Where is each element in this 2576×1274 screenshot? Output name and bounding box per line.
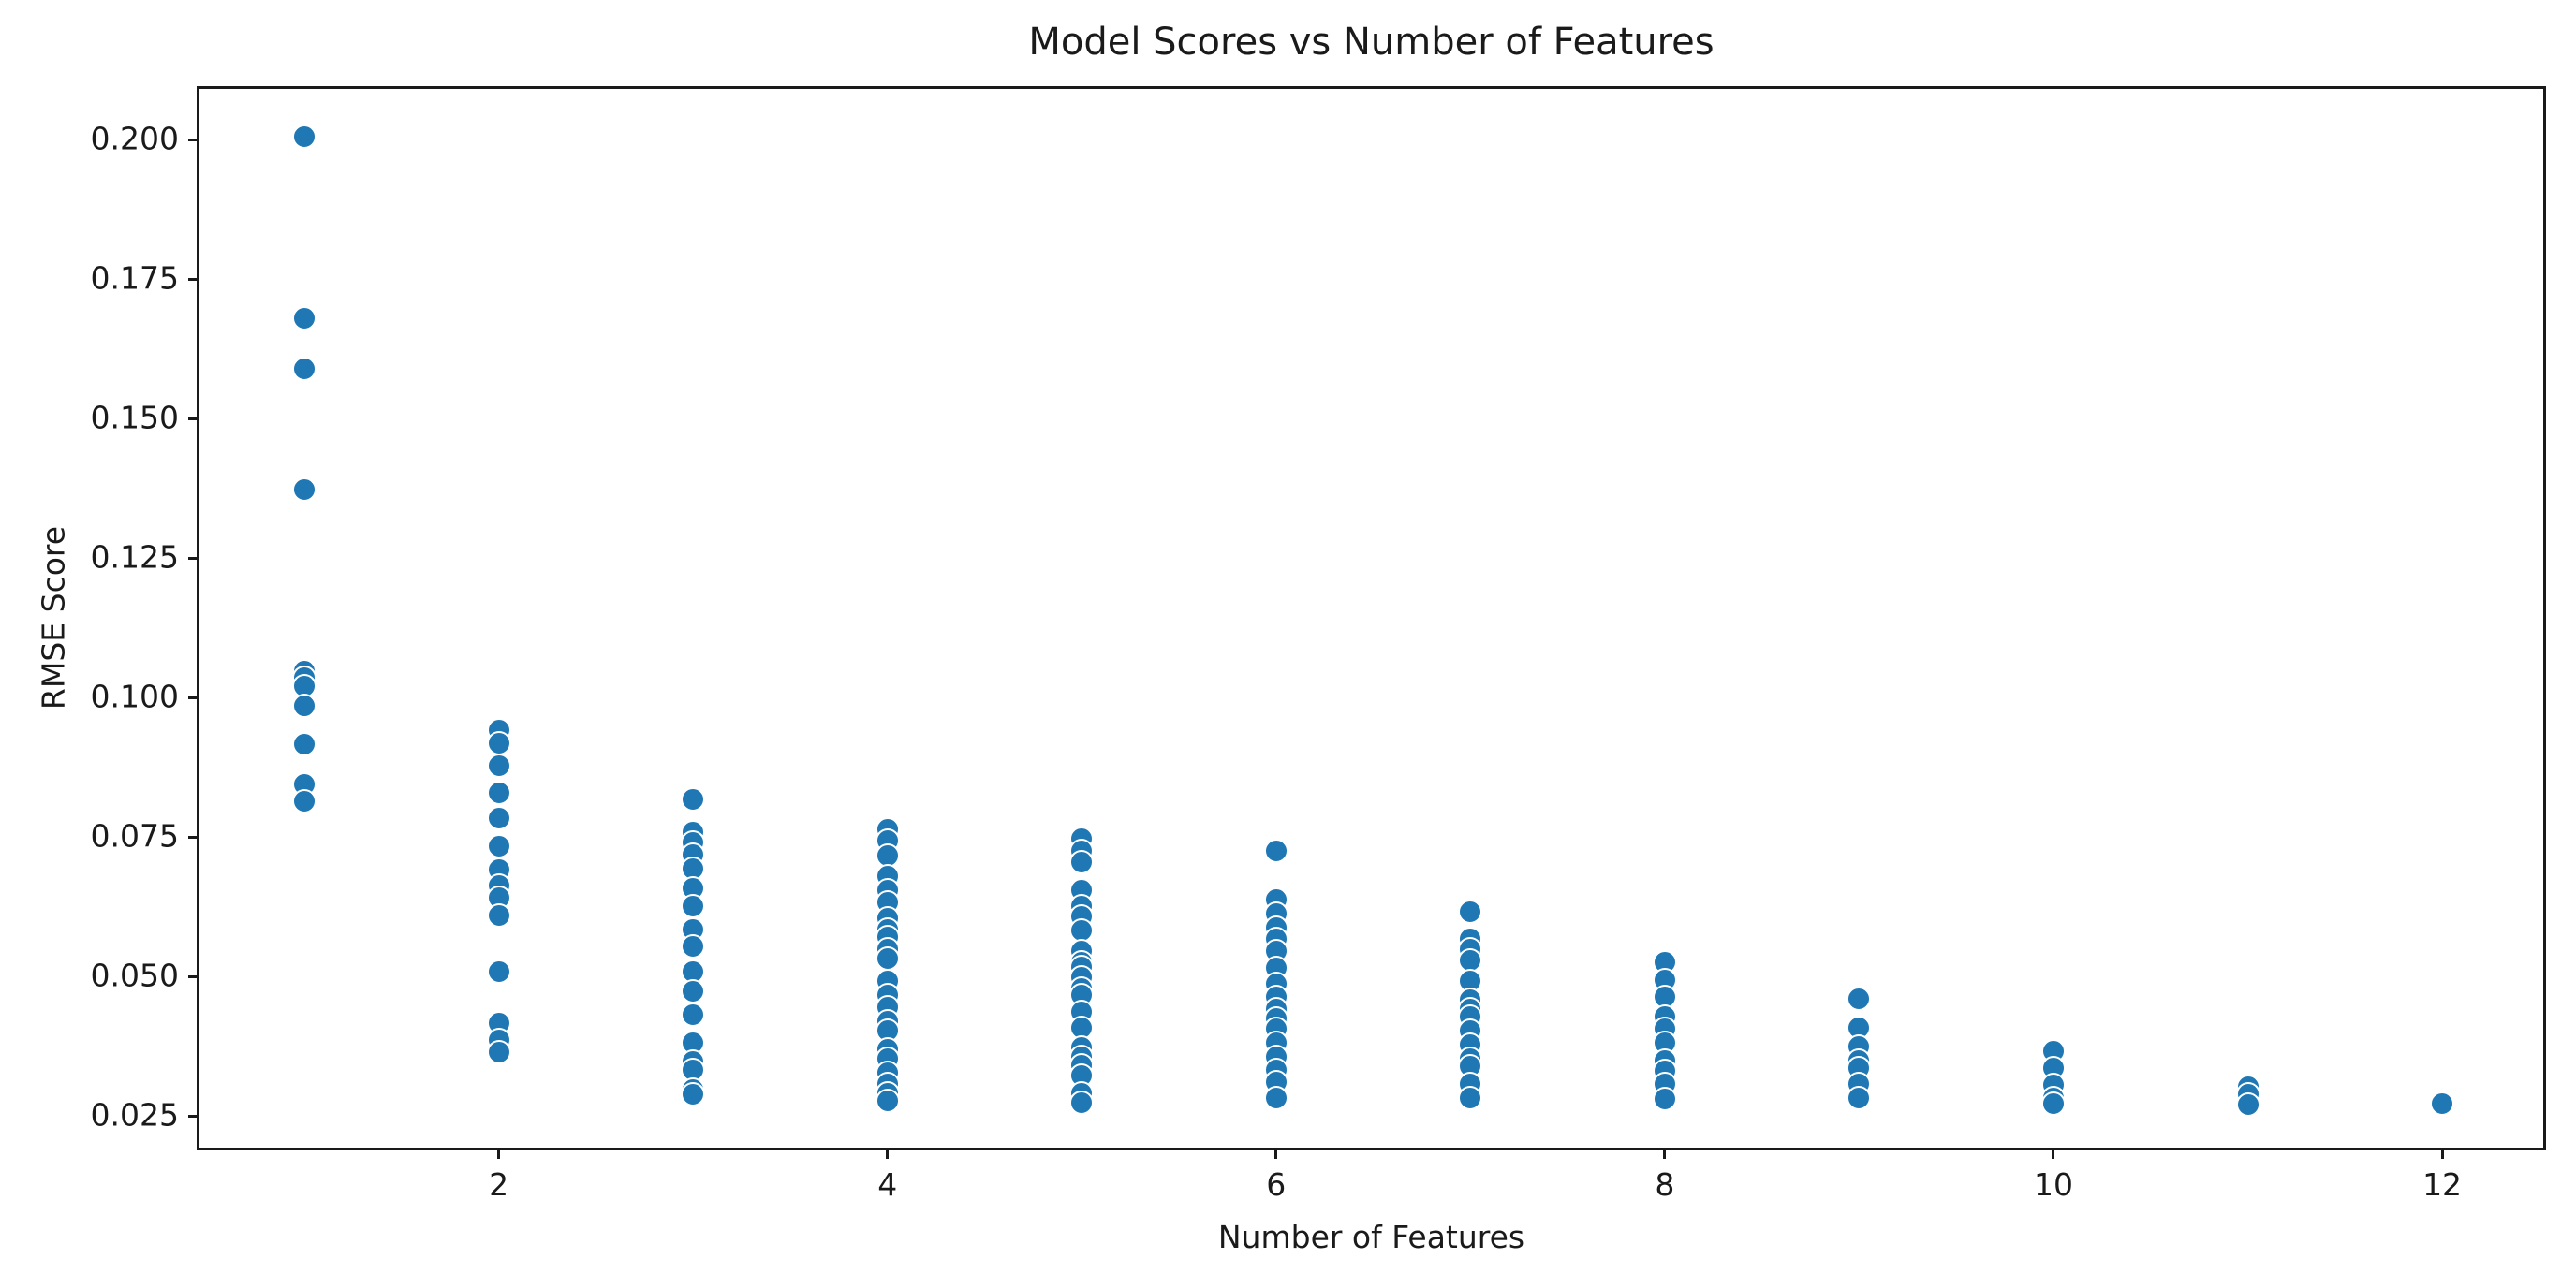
scatter-point — [292, 788, 317, 813]
y-tick-mark — [188, 696, 199, 699]
x-tick-mark — [2052, 1148, 2055, 1159]
y-tick-label: 0.125 — [90, 538, 179, 576]
scatter-point — [486, 1040, 511, 1065]
scatter-point — [2430, 1091, 2455, 1116]
x-tick-label: 12 — [2422, 1166, 2463, 1203]
y-tick-label: 0.075 — [90, 817, 179, 855]
x-tick-label: 8 — [1655, 1166, 1675, 1203]
x-tick-label: 4 — [877, 1166, 898, 1203]
scatter-point — [2235, 1091, 2260, 1117]
y-tick-label: 0.025 — [90, 1096, 179, 1134]
scatter-point — [292, 477, 317, 503]
scatter-point — [681, 1003, 706, 1028]
scatter-point — [1458, 899, 1483, 924]
scatter-point — [681, 893, 706, 918]
scatter-point — [1458, 1085, 1483, 1110]
plot-area — [197, 86, 2546, 1150]
scatter-point — [486, 730, 511, 755]
y-tick-label: 0.150 — [90, 399, 179, 436]
scatter-point — [681, 979, 706, 1004]
scatter-point — [486, 959, 511, 985]
scatter-point — [292, 124, 317, 149]
scatter-point — [292, 305, 317, 330]
x-tick-label: 6 — [1266, 1166, 1287, 1203]
scatter-point — [486, 806, 511, 831]
y-tick-label: 0.200 — [90, 120, 179, 157]
x-tick-mark — [886, 1148, 890, 1159]
x-tick-mark — [497, 1148, 501, 1159]
scatter-point — [875, 1088, 900, 1113]
x-tick-label: 10 — [2033, 1166, 2073, 1203]
scatter-point — [292, 694, 317, 719]
x-tick-mark — [2440, 1148, 2444, 1159]
y-tick-mark — [188, 277, 199, 281]
y-axis-label: RMSE Score — [35, 525, 72, 710]
y-tick-mark — [188, 138, 199, 141]
scatter-point — [1263, 838, 1288, 863]
scatter-point — [1847, 986, 1872, 1011]
y-tick-mark — [188, 835, 199, 839]
scatter-point — [486, 903, 511, 929]
scatter-point — [1069, 1091, 1095, 1116]
x-axis-label: Number of Features — [1217, 1219, 1525, 1255]
scatter-point — [486, 781, 511, 805]
x-tick-label: 2 — [489, 1166, 509, 1203]
scatter-point — [1847, 1085, 1872, 1110]
y-tick-mark — [188, 556, 199, 560]
scatter-point — [2040, 1091, 2066, 1116]
scatter-point — [1069, 849, 1095, 874]
y-tick-mark — [188, 1114, 199, 1118]
scatter-point — [486, 754, 511, 779]
y-tick-label: 0.175 — [90, 259, 179, 297]
y-tick-label: 0.050 — [90, 957, 179, 994]
y-tick-label: 0.100 — [90, 678, 179, 715]
scatter-point — [1263, 1085, 1288, 1110]
x-tick-mark — [1274, 1148, 1278, 1159]
scatter-point — [681, 933, 706, 959]
y-tick-mark — [188, 974, 199, 978]
scatter-point — [292, 732, 317, 757]
y-tick-mark — [188, 417, 199, 420]
chart-title: Model Scores vs Number of Features — [1028, 21, 1715, 64]
scatter-point — [1069, 918, 1095, 944]
scatter-point — [681, 1082, 706, 1107]
x-tick-mark — [1663, 1148, 1667, 1159]
scatter-point — [1652, 1087, 1677, 1112]
scatter-point — [875, 945, 900, 971]
scatter-point — [486, 834, 511, 859]
scatter-point — [292, 356, 317, 381]
scatter-point — [681, 787, 706, 813]
